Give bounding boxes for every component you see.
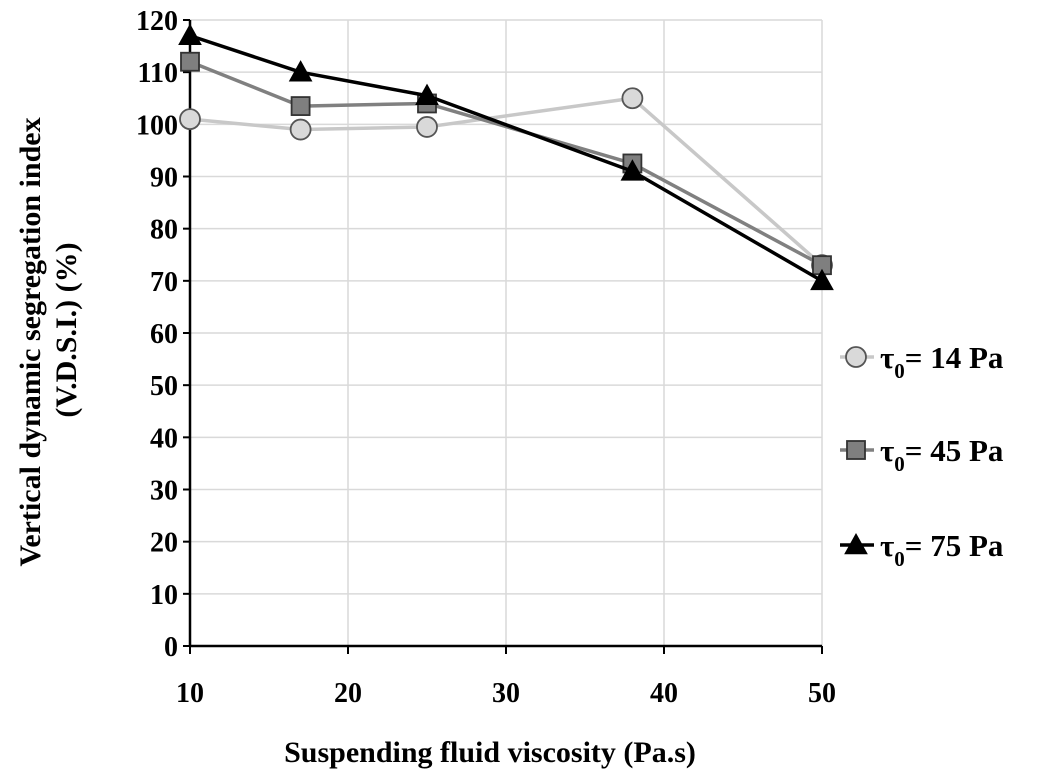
legend-item-2: τ0= 75 Pa	[840, 528, 1004, 571]
y-tick-label: 100	[136, 110, 178, 141]
y-axis-title-line2: (V.D.S.I.) (%)	[50, 242, 83, 417]
data-point	[416, 116, 438, 138]
legend-item-1: τ0= 45 Pa	[840, 433, 1004, 476]
data-series	[178, 23, 834, 291]
data-point	[180, 51, 200, 72]
legend-item-0: τ0= 14 Pa	[840, 340, 1004, 383]
data-point	[621, 87, 644, 110]
legend-label: τ0= 75 Pa	[880, 528, 1004, 571]
tick-labels: 0 10 20 30 40 50 60 70 80 90 100 110 120 10 20 30 40 50	[136, 6, 836, 709]
y-tick-label: 70	[150, 267, 178, 298]
y-tick-label: 20	[150, 528, 178, 559]
y-tick-label: 90	[150, 163, 178, 194]
data-point	[179, 108, 201, 131]
y-tick-label: 10	[150, 580, 178, 611]
legend-label: τ0= 45 Pa	[880, 433, 1004, 476]
legend: τ0= 14 Pa τ0= 45 Pa τ0= 75 Pa	[840, 340, 1004, 571]
data-point	[810, 268, 834, 291]
y-tick-label: 50	[150, 371, 178, 402]
x-tick-label: 30	[492, 678, 520, 709]
y-axis-title-line1: Vertical dynamic segregation index	[14, 117, 47, 566]
grid	[190, 19, 823, 646]
x-tick-label: 20	[334, 678, 362, 709]
data-point	[178, 23, 202, 45]
y-tick-label: 40	[150, 423, 178, 454]
x-tick-label: 10	[176, 678, 204, 709]
data-point	[620, 159, 645, 181]
y-tick-label: 120	[136, 6, 178, 37]
legend-marker-circle	[845, 346, 867, 368]
y-tick-label: 30	[150, 476, 178, 507]
x-tick-label: 40	[650, 678, 678, 709]
x-tick-label: 50	[808, 678, 836, 709]
series-2	[178, 23, 834, 291]
data-point	[415, 83, 439, 105]
y-tick-label: 80	[150, 215, 178, 246]
data-point	[290, 96, 311, 116]
y-tick-label: 110	[138, 58, 178, 89]
y-tick-label: 0	[164, 632, 178, 663]
legend-marker-square	[846, 440, 866, 460]
y-tick-label: 60	[150, 319, 178, 350]
legend-label: τ0= 14 Pa	[880, 340, 1004, 383]
x-axis-title: Suspending fluid viscosity (Pa.s)	[284, 736, 696, 769]
legend-marker-triangle	[844, 532, 868, 555]
data-point	[289, 118, 312, 141]
data-point	[288, 60, 313, 82]
axes	[183, 19, 823, 654]
